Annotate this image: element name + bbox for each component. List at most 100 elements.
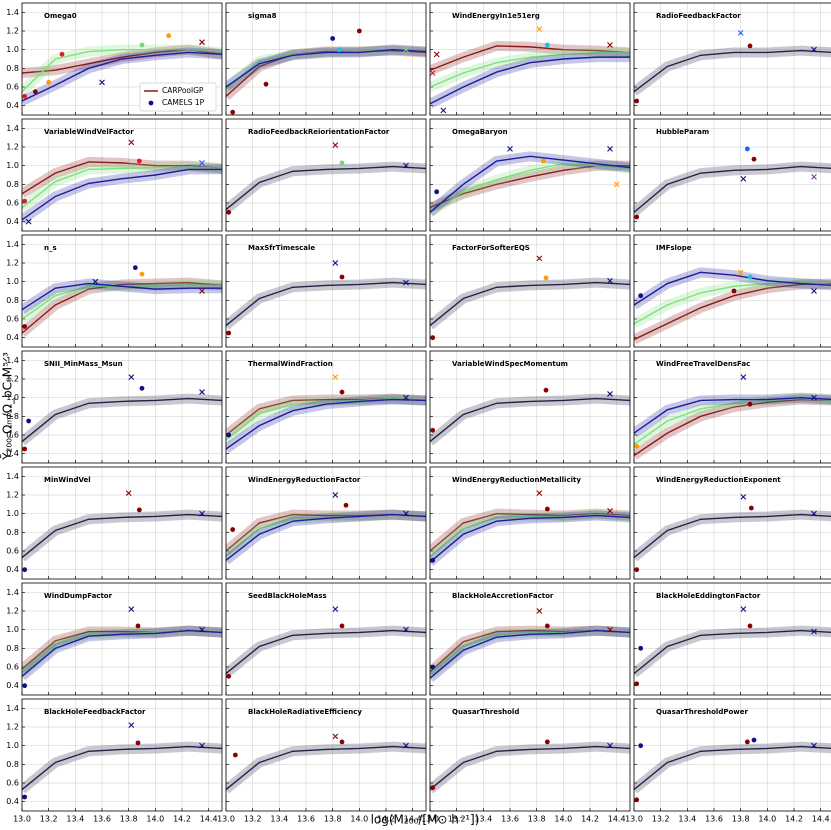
curve [22, 161, 222, 195]
cross-point [507, 145, 513, 152]
cross-point [403, 742, 409, 749]
curve [634, 745, 831, 791]
panel-title: WindEnergyReductionExponent [656, 476, 781, 484]
cross-point [811, 628, 817, 635]
y-tick-label: 0.4 [6, 333, 19, 342]
curve [22, 168, 222, 221]
dot-point [339, 623, 345, 629]
y-tick-label: 0.4 [6, 217, 19, 226]
curve [22, 48, 222, 93]
dot-point [139, 271, 145, 277]
dot-point [230, 527, 236, 532]
y-tick-label: 1.0 [6, 161, 19, 170]
panel-frame [21, 2, 223, 116]
cross-point [740, 175, 747, 182]
panel-title: MinWindVel [44, 476, 91, 484]
x-tick-label: 13.8 [120, 815, 138, 824]
dot-point [330, 36, 336, 41]
curves [634, 146, 831, 220]
cross-point [128, 139, 135, 146]
panel-frame [633, 2, 831, 116]
curve [430, 155, 630, 213]
y-tick-label: 1.4 [6, 124, 19, 133]
cross-point [607, 626, 613, 633]
panel-frame [429, 466, 631, 580]
panel-title: FactorForSofterEQS [452, 244, 530, 252]
panel-title: QuasarThreshold [452, 708, 519, 716]
curves [226, 492, 426, 565]
dot-point [544, 739, 550, 745]
curve [226, 48, 426, 88]
curve [430, 629, 630, 679]
y-tick-label: 1.2 [6, 723, 19, 732]
cross-point [740, 493, 747, 500]
panel: WindFreeTravelDensFac [633, 350, 831, 464]
panel: MaxSfrTimescale [225, 234, 427, 348]
panel: VariableWindSpecMomentum [429, 350, 631, 464]
y-tick-label: 0.6 [6, 199, 19, 208]
cross-point [332, 492, 339, 498]
dot-point [226, 209, 232, 215]
dot-point [638, 645, 644, 651]
panel: BlackHoleAccretionFactor [429, 582, 631, 696]
legend-box [139, 82, 217, 112]
dot-point [634, 797, 640, 803]
panel: 13.0 13.2 13.4 13.6 13.8 14.0 14.2 14.4 QuasarTh… [625, 698, 831, 824]
x-tick-label: 13.6 [705, 815, 723, 824]
cross-point [25, 218, 32, 225]
dot-point [634, 443, 640, 449]
panel: FactorForSofterEQS [429, 234, 631, 348]
x-tick-label: 13.8 [324, 815, 342, 824]
y-tick-label: 0.8 [6, 64, 19, 73]
panel: RadioFeedbackReiorientationFactor [225, 118, 427, 232]
curve [430, 45, 630, 71]
cross-point [433, 51, 440, 58]
curve [22, 281, 222, 334]
x-tick-label: 13.0 [421, 815, 439, 824]
curves [430, 387, 630, 446]
dot-point [59, 51, 65, 57]
cross-point [332, 260, 339, 266]
dot-point [22, 683, 28, 689]
curves [430, 145, 630, 217]
panel-title: WindEnergyReductionMetallicity [452, 476, 581, 484]
x-tick-label: 13.4 [678, 815, 696, 824]
panel: WindEnergyIn1e51erg [429, 2, 631, 116]
panel-title: BlackHoleAccretionFactor [452, 592, 554, 600]
curve [634, 396, 831, 434]
y-tick-label: 1.4 [6, 356, 19, 365]
curve [226, 513, 426, 561]
dot-point [226, 432, 232, 438]
x-tick-label: 14.2 [173, 815, 191, 824]
cross-point [99, 79, 105, 86]
dot-point [638, 743, 644, 749]
y-tick-label: 1.0 [6, 625, 19, 634]
panel-title: VariableWindVelFactor [44, 128, 134, 136]
cross-point [430, 70, 436, 76]
panel: 13.0 13.2 13.4 13.6 13.8 14.0 14.2 14.4 BlackHol… [217, 698, 427, 824]
cross-point [332, 606, 339, 613]
legend-dot [148, 100, 154, 106]
dot-point [336, 47, 342, 53]
curves [634, 606, 831, 687]
x-tick-label: 13.0 [625, 815, 643, 824]
curves [22, 490, 222, 573]
x-tick-label: 14.0 [554, 815, 572, 824]
panel-frame [633, 582, 831, 696]
x-tick-label: 14.2 [785, 815, 803, 824]
curves [22, 374, 222, 452]
cross-point [536, 255, 543, 262]
dot-point [543, 387, 549, 393]
curves [634, 267, 831, 345]
dot-point [232, 752, 238, 758]
y-tick-label: 1.4 [6, 588, 19, 597]
x-tick-label: 14.4 [404, 815, 422, 824]
dot-point [22, 794, 28, 800]
curves [634, 737, 831, 803]
x-tick-label: 13.0 [217, 815, 235, 824]
cross-point [199, 288, 205, 294]
dot-point [136, 158, 142, 164]
dot-point [430, 664, 436, 670]
curve [226, 165, 426, 211]
panel: WindEnergyReductionMetallicity [429, 466, 631, 580]
